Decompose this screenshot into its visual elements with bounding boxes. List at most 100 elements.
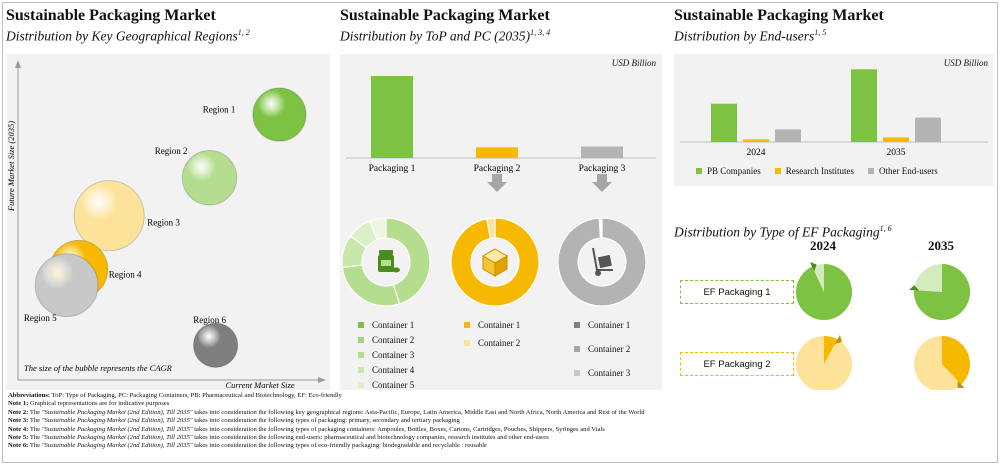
pie-arrow-icon <box>835 335 842 344</box>
end-users-unit-label: USD Billion <box>943 58 988 68</box>
bubble-label-region-2: Region 2 <box>155 146 188 156</box>
type-chart-area: USD Billion Packaging 1 Packaging 2 Packag… <box>340 54 662 390</box>
bar-research-institutes-2035 <box>883 137 909 142</box>
type-panel: Sustainable Packaging Market Distributio… <box>340 6 662 390</box>
legend-label: Container 5 <box>372 380 415 390</box>
ef-label-ef-packaging-1: EF Packaging 1 <box>680 280 794 304</box>
legend-swatch <box>358 337 364 343</box>
bubble-region-3 <box>74 180 145 251</box>
bubble-label-region-1: Region 1 <box>203 105 236 115</box>
bubble-label-region-3: Region 3 <box>147 218 180 228</box>
legend-label: Container 2 <box>588 344 631 354</box>
legend-label: Container 4 <box>372 365 415 375</box>
end-users-bar-chart: 2024 2035 <box>680 69 988 158</box>
legend-item-packaging-3-container-3: Container 3 <box>574 368 630 378</box>
legend-label: Other End-users <box>879 166 938 176</box>
legend-swatch <box>574 346 580 352</box>
bar-research-institutes-2024 <box>743 139 769 142</box>
end-users-legend: PB Companies Research Institutes Other End… <box>696 166 938 176</box>
legend-label: Research Institutes <box>785 166 854 176</box>
y-axis-arrow-icon <box>15 60 21 68</box>
abbreviations-note: Abbreviations: ToP: Type of Packaging, P… <box>8 392 342 399</box>
bar-label-packaging-1: Packaging 1 <box>369 164 416 174</box>
ef-packaging-title: Distribution by Type of EF Packaging1, 6 <box>674 224 892 240</box>
legend-label: Container 2 <box>478 338 521 348</box>
legend-swatch <box>358 382 364 388</box>
legend-swatch <box>774 168 781 174</box>
bar-other-end-users-2035 <box>915 117 941 142</box>
end-users-panel: Sustainable Packaging Market Distributio… <box>674 6 994 390</box>
bubble-label-region-4: Region 4 <box>109 269 142 279</box>
bubble-chart: Future Market Size (2035) Current Market… <box>6 60 326 390</box>
x-axis-label: Current Market Size <box>225 380 294 390</box>
legend-swatch <box>358 322 364 328</box>
medicine-bottle-icon <box>378 250 400 273</box>
regions-panel: Sustainable Packaging Market Distributio… <box>6 6 330 390</box>
bar-packaging-2 <box>476 147 518 158</box>
legend-item-other-end-users: Other End-users <box>868 166 938 176</box>
legend-swatch <box>574 370 580 376</box>
pie-arrow-icon <box>909 285 920 291</box>
legend-item-packaging-1-container-4: Container 4 <box>358 365 414 375</box>
year-label-2035: 2035 <box>928 238 954 253</box>
end-users-title: Sustainable Packaging Market <box>674 7 884 24</box>
note-1: Note 1: Graphical representations are fo… <box>8 400 170 408</box>
bar-label-packaging-3: Packaging 3 <box>579 164 626 174</box>
legend-item-packaging-2-container-1: Container 1 <box>464 320 520 330</box>
donut-slice-packaging-3-container-3 <box>599 217 603 239</box>
pie-arrow-icon <box>957 380 965 389</box>
bar-other-end-users-2024 <box>775 129 801 142</box>
donut-legend-packaging-3: Container 1 Container 2 Container 3 <box>574 320 630 378</box>
legend-item-pb-companies: PB Companies <box>696 166 761 176</box>
legend-swatch <box>464 340 470 346</box>
legend-item-packaging-2-container-2: Container 2 <box>464 338 520 348</box>
legend-label: Container 3 <box>588 368 631 378</box>
pie-slice-ef-packaging-1-2024 <box>796 264 852 320</box>
ef-packaging-pies <box>796 262 970 390</box>
regions-subtitle: Distribution by Key Geographical Regions… <box>6 28 250 44</box>
legend-swatch <box>868 168 874 174</box>
donut-slice-packaging-1-container-1 <box>385 217 431 305</box>
note-4: Note 4: The "Sustainable Packaging Marke… <box>8 425 605 433</box>
bar-pb-companies-2035 <box>851 69 877 142</box>
bar-pb-companies-2024 <box>711 103 737 142</box>
regions-chart-area: Future Market Size (2035) Current Market… <box>6 54 330 390</box>
legend-item-packaging-1-container-1: Container 1 <box>358 320 414 330</box>
donut-legend-packaging-1: Container 1 Container 2 Container 3 Contain… <box>358 320 414 390</box>
legend-label: Container 2 <box>372 335 415 345</box>
category-label-2035: 2035 <box>887 148 906 158</box>
type-unit-label: USD Billion <box>611 58 656 68</box>
legend-swatch <box>464 322 470 328</box>
legend-swatch <box>358 367 364 373</box>
pie-arrow-icon <box>809 262 817 272</box>
box-icon <box>482 248 508 277</box>
year-label-2024: 2024 <box>810 238 836 253</box>
bubble-region-5 <box>35 253 99 317</box>
bubble-size-note: The size of the bubble represents the CA… <box>24 363 173 373</box>
end-users-subtitle: Distribution by End-users1, 5 <box>674 28 827 44</box>
donut-slice-packaging-1-container-5 <box>369 217 387 241</box>
legend-label: PB Companies <box>707 166 761 176</box>
pie-slice-ef-packaging-2-2035 <box>942 336 970 385</box>
legend-label: Container 3 <box>372 350 415 360</box>
end-users-chart-area: USD Billion 2024 2035 PB Companies Researc… <box>674 54 994 186</box>
legend-item-packaging-3-container-1: Container 1 <box>574 320 630 330</box>
y-axis-label: Future Market Size (2035) <box>6 121 16 212</box>
legend-label: Container 1 <box>372 320 415 330</box>
bar-label-packaging-2: Packaging 2 <box>474 164 521 174</box>
pie-slice-ef-packaging-1-2035 <box>914 264 970 320</box>
hand-truck-icon <box>592 247 613 276</box>
category-label-2024: 2024 <box>747 148 766 158</box>
bubble-region-6 <box>193 323 238 368</box>
legend-label: Container 1 <box>588 320 631 330</box>
pie-slice-ef-packaging-2-2024 <box>824 336 838 364</box>
note-5: Note 5: The "Sustainable Packaging Marke… <box>8 434 549 442</box>
legend-item-packaging-1-container-3: Container 3 <box>358 350 414 360</box>
bar-packaging-3 <box>581 146 623 158</box>
legend-label: Container 1 <box>478 320 521 330</box>
x-axis-arrow-icon <box>318 377 326 383</box>
legend-item-packaging-3-container-2: Container 2 <box>574 344 630 354</box>
donut-slice-packaging-2-container-1 <box>450 217 540 307</box>
note-6: Note 6: The "Sustainable Packaging Marke… <box>8 442 487 450</box>
regions-title: Sustainable Packaging Market <box>6 7 216 24</box>
